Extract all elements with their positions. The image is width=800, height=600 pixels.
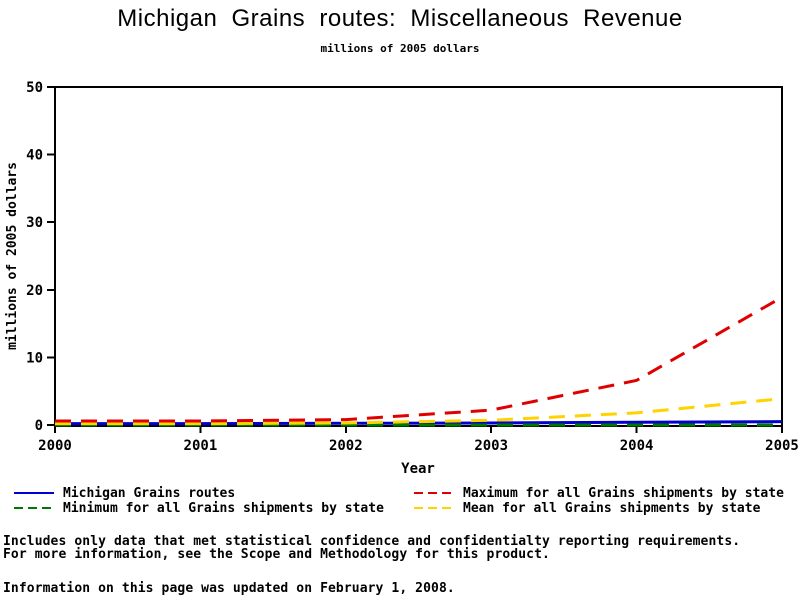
legend-item-label: Michigan Grains routes (63, 485, 236, 501)
footnote-updated-date: Information on this page was updated on … (3, 581, 455, 596)
legend-line-swatch-blue (14, 492, 54, 494)
chart-subtitle: millions of 2005 dollars (320, 42, 480, 55)
legend-item-minimum-all-states: Minimum for all Grains shipments by stat… (0, 500, 400, 516)
svg-text:40: 40 (26, 148, 43, 164)
svg-text:0: 0 (35, 418, 43, 434)
svg-text:20: 20 (26, 283, 43, 299)
svg-text:2004: 2004 (620, 438, 654, 454)
svg-text:millions of 2005 dollars: millions of 2005 dollars (5, 162, 20, 350)
legend: Michigan Grains routes Maximum for all G… (0, 485, 800, 516)
svg-text:2002: 2002 (329, 438, 363, 454)
legend-item-label: Maximum for all Grains shipments by stat… (463, 485, 784, 501)
legend-item-maximum-all-states: Maximum for all Grains shipments by stat… (400, 485, 800, 501)
legend-item-mean-all-states: Mean for all Grains shipments by state (400, 500, 800, 516)
legend-item-label: Minimum for all Grains shipments by stat… (63, 500, 384, 516)
svg-text:Year: Year (401, 461, 435, 477)
svg-text:10: 10 (26, 350, 43, 366)
plot-svg: 0 10 20 30 40 50 2000 2001 2002 2003 2004 2005 Year m… (5, 80, 799, 477)
footnote-line-1: Includes only data that met statistical … (3, 534, 741, 549)
svg-text:30: 30 (26, 215, 43, 231)
svg-text:2003: 2003 (474, 438, 508, 454)
svg-text:2001: 2001 (184, 438, 218, 454)
legend-line-swatch-red (414, 492, 454, 494)
legend-line-swatch-gold (414, 507, 454, 509)
svg-text:2005: 2005 (765, 438, 799, 454)
legend-item-label: Mean for all Grains shipments by state (463, 500, 761, 516)
svg-text:2000: 2000 (38, 438, 72, 454)
legend-line-swatch-green (14, 507, 54, 509)
svg-text:50: 50 (26, 80, 43, 96)
legend-item-michigan-grains-routes: Michigan Grains routes (0, 485, 400, 501)
chart-title: Michigan Grains routes: Miscellaneous Re… (117, 5, 683, 32)
footnote-line-2: For more information, see the Scope and … (3, 547, 550, 562)
